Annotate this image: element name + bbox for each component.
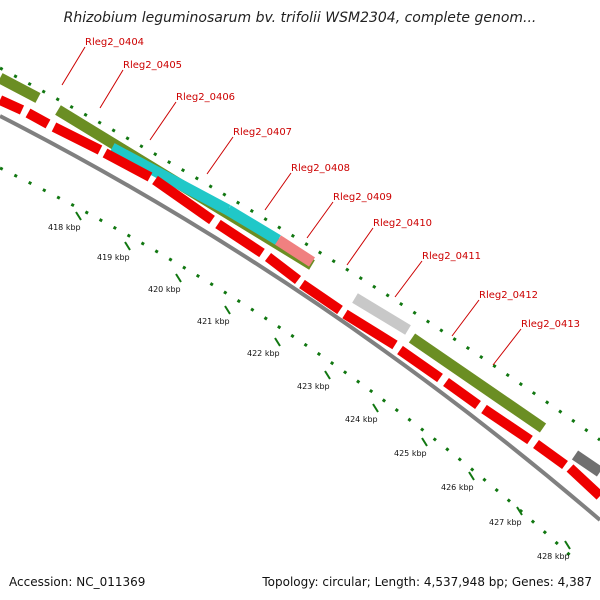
kbp-label-2: 419 kbp bbox=[97, 253, 130, 262]
leader-g0410 bbox=[346, 227, 374, 266]
gene-label-g0409[interactable]: Rleg2_0409 bbox=[333, 192, 392, 203]
kbp-label-8: 425 kbp bbox=[394, 449, 427, 458]
kbp-labels: 418 kbp 419 kbp 420 kbp 421 kbp 422 kbp 423 k… bbox=[48, 211, 571, 561]
kbp-label-4: 421 kbp bbox=[197, 317, 230, 326]
leader-g0407 bbox=[206, 136, 234, 175]
kbp-label-6: 423 kbp bbox=[297, 382, 330, 391]
leader-g0412 bbox=[451, 299, 480, 337]
leader-g0409 bbox=[306, 201, 334, 239]
cds-bar-10[interactable] bbox=[397, 345, 443, 383]
accession-label: Accession: NC_011369 bbox=[9, 575, 146, 589]
kbp-tick-11 bbox=[564, 540, 571, 550]
inner-tick-line bbox=[0, 166, 577, 562]
gene-label-g0413[interactable]: Rleg2_0413 bbox=[521, 319, 580, 330]
cds-bar-9[interactable] bbox=[342, 309, 398, 350]
cds-bar-5[interactable] bbox=[152, 175, 215, 225]
kbp-tick-8 bbox=[421, 437, 428, 447]
kbp-label-9: 426 kbp bbox=[441, 483, 474, 492]
leader-g0411 bbox=[394, 260, 423, 298]
cds-bar-8[interactable] bbox=[299, 279, 343, 315]
kbp-tick-7 bbox=[372, 403, 379, 413]
leader-g0404 bbox=[61, 46, 86, 86]
kbp-tick-1 bbox=[75, 211, 82, 221]
kbp-label-1: 418 kbp bbox=[48, 223, 81, 232]
kbp-tick-6 bbox=[324, 370, 331, 380]
kbp-label-10: 427 kbp bbox=[489, 518, 522, 527]
inner-tick-track bbox=[0, 166, 577, 562]
cds-bar-13[interactable] bbox=[533, 439, 568, 470]
gene-bar-0408[interactable] bbox=[275, 235, 315, 267]
gene-bar-0413[interactable] bbox=[571, 450, 600, 477]
gene-label-leaders bbox=[61, 46, 522, 366]
gene-label-g0412[interactable]: Rleg2_0412 bbox=[479, 290, 538, 301]
leader-g0405 bbox=[99, 69, 124, 109]
cds-bar-7[interactable] bbox=[264, 253, 302, 284]
gene-label-g0407[interactable]: Rleg2_0407 bbox=[233, 127, 292, 138]
gene-bar-0406[interactable] bbox=[109, 143, 231, 215]
cds-bar-12[interactable] bbox=[481, 404, 533, 445]
kbp-tick-2 bbox=[124, 241, 131, 251]
kbp-tick-4 bbox=[224, 305, 231, 315]
backbone bbox=[0, 114, 600, 522]
leader-g0408 bbox=[264, 172, 292, 211]
feature-track[interactable] bbox=[0, 73, 600, 500]
cds-bar-4[interactable] bbox=[102, 148, 153, 182]
gene-label-g0406[interactable]: Rleg2_0406 bbox=[176, 92, 235, 103]
backbone-line bbox=[0, 114, 600, 522]
gene-bar-0412[interactable] bbox=[408, 333, 547, 433]
cds-bar-3[interactable] bbox=[51, 122, 103, 155]
kbp-label-11: 428 kbp bbox=[537, 552, 570, 561]
gene-bar-0407[interactable] bbox=[225, 205, 281, 245]
gene-label-g0411[interactable]: Rleg2_0411 bbox=[422, 251, 481, 262]
cds-bar-11[interactable] bbox=[443, 377, 481, 410]
kbp-tick-9 bbox=[468, 471, 475, 481]
gene-label-g0408[interactable]: Rleg2_0408 bbox=[291, 163, 350, 174]
gene-bar-0404[interactable] bbox=[0, 73, 41, 103]
leader-g0406 bbox=[149, 101, 177, 141]
kbp-label-7: 424 kbp bbox=[345, 415, 378, 424]
cds-bar-6[interactable] bbox=[215, 219, 265, 258]
gene-bar-0411[interactable] bbox=[352, 293, 411, 335]
gene-label-g0405[interactable]: Rleg2_0405 bbox=[123, 60, 182, 71]
kbp-tick-3 bbox=[175, 273, 182, 283]
kbp-tick-10 bbox=[516, 506, 523, 516]
gene-labels[interactable]: Rleg2_0404 Rleg2_0405 Rleg2_0406 Rleg2_0407… bbox=[85, 37, 580, 330]
gene-label-g0410[interactable]: Rleg2_0410 bbox=[373, 218, 432, 229]
kbp-label-5: 422 kbp bbox=[247, 349, 280, 358]
cds-bar-2[interactable] bbox=[25, 108, 51, 129]
cds-bar-1[interactable] bbox=[0, 95, 25, 115]
leader-g0413 bbox=[492, 328, 522, 366]
gene-label-g0404[interactable]: Rleg2_0404 bbox=[85, 37, 144, 48]
kbp-label-3: 420 kbp bbox=[148, 285, 181, 294]
cds-bar-14[interactable] bbox=[566, 464, 600, 500]
map-title: Rhizobium leguminosarum bv. trifolii WSM… bbox=[63, 10, 537, 26]
kbp-tick-5 bbox=[274, 337, 281, 347]
topology-stats: Topology: circular; Length: 4,537,948 bp… bbox=[262, 575, 592, 589]
